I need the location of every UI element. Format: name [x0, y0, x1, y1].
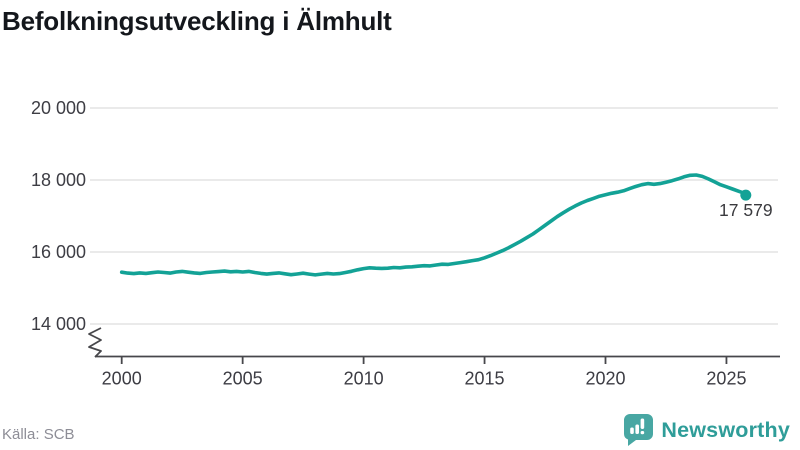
population-series-line: [119, 173, 748, 277]
newsworthy-logo-icon: [624, 414, 654, 446]
source-label: Källa: SCB: [2, 426, 75, 443]
logo-bar-medium: [635, 424, 640, 434]
x-axis-tick-label: 2025: [706, 369, 746, 389]
x-axis-tick-label: 2005: [223, 369, 263, 389]
y-axis-tick-label: 16 000: [31, 242, 86, 262]
x-axis-tick-label: 2015: [465, 369, 505, 389]
y-axis-tick-label: 20 000: [31, 98, 86, 118]
y-axis-break-squiggle: [88, 327, 102, 358]
x-axis-tick-label: 2000: [102, 369, 142, 389]
latest-point-marker: [740, 189, 752, 201]
newsworthy-wordmark: Newsworthy: [661, 417, 790, 442]
x-axis-tick-label: 2020: [585, 369, 625, 389]
logo-bar-small: [630, 427, 635, 434]
y-axis-tick-label: 14 000: [31, 314, 86, 334]
y-axis-tick-label: 18 000: [31, 170, 86, 190]
logo-exclamation-dot: [640, 431, 645, 435]
latest-point-label: 17 579: [719, 200, 773, 220]
x-axis-tick-label: 2010: [344, 369, 384, 389]
logo-exclamation-bar: [640, 418, 645, 429]
newsworthy-brand-link[interactable]: Newsworthy: [624, 414, 790, 446]
chart-title: Befolkningsutveckling i Älmhult: [2, 6, 392, 36]
